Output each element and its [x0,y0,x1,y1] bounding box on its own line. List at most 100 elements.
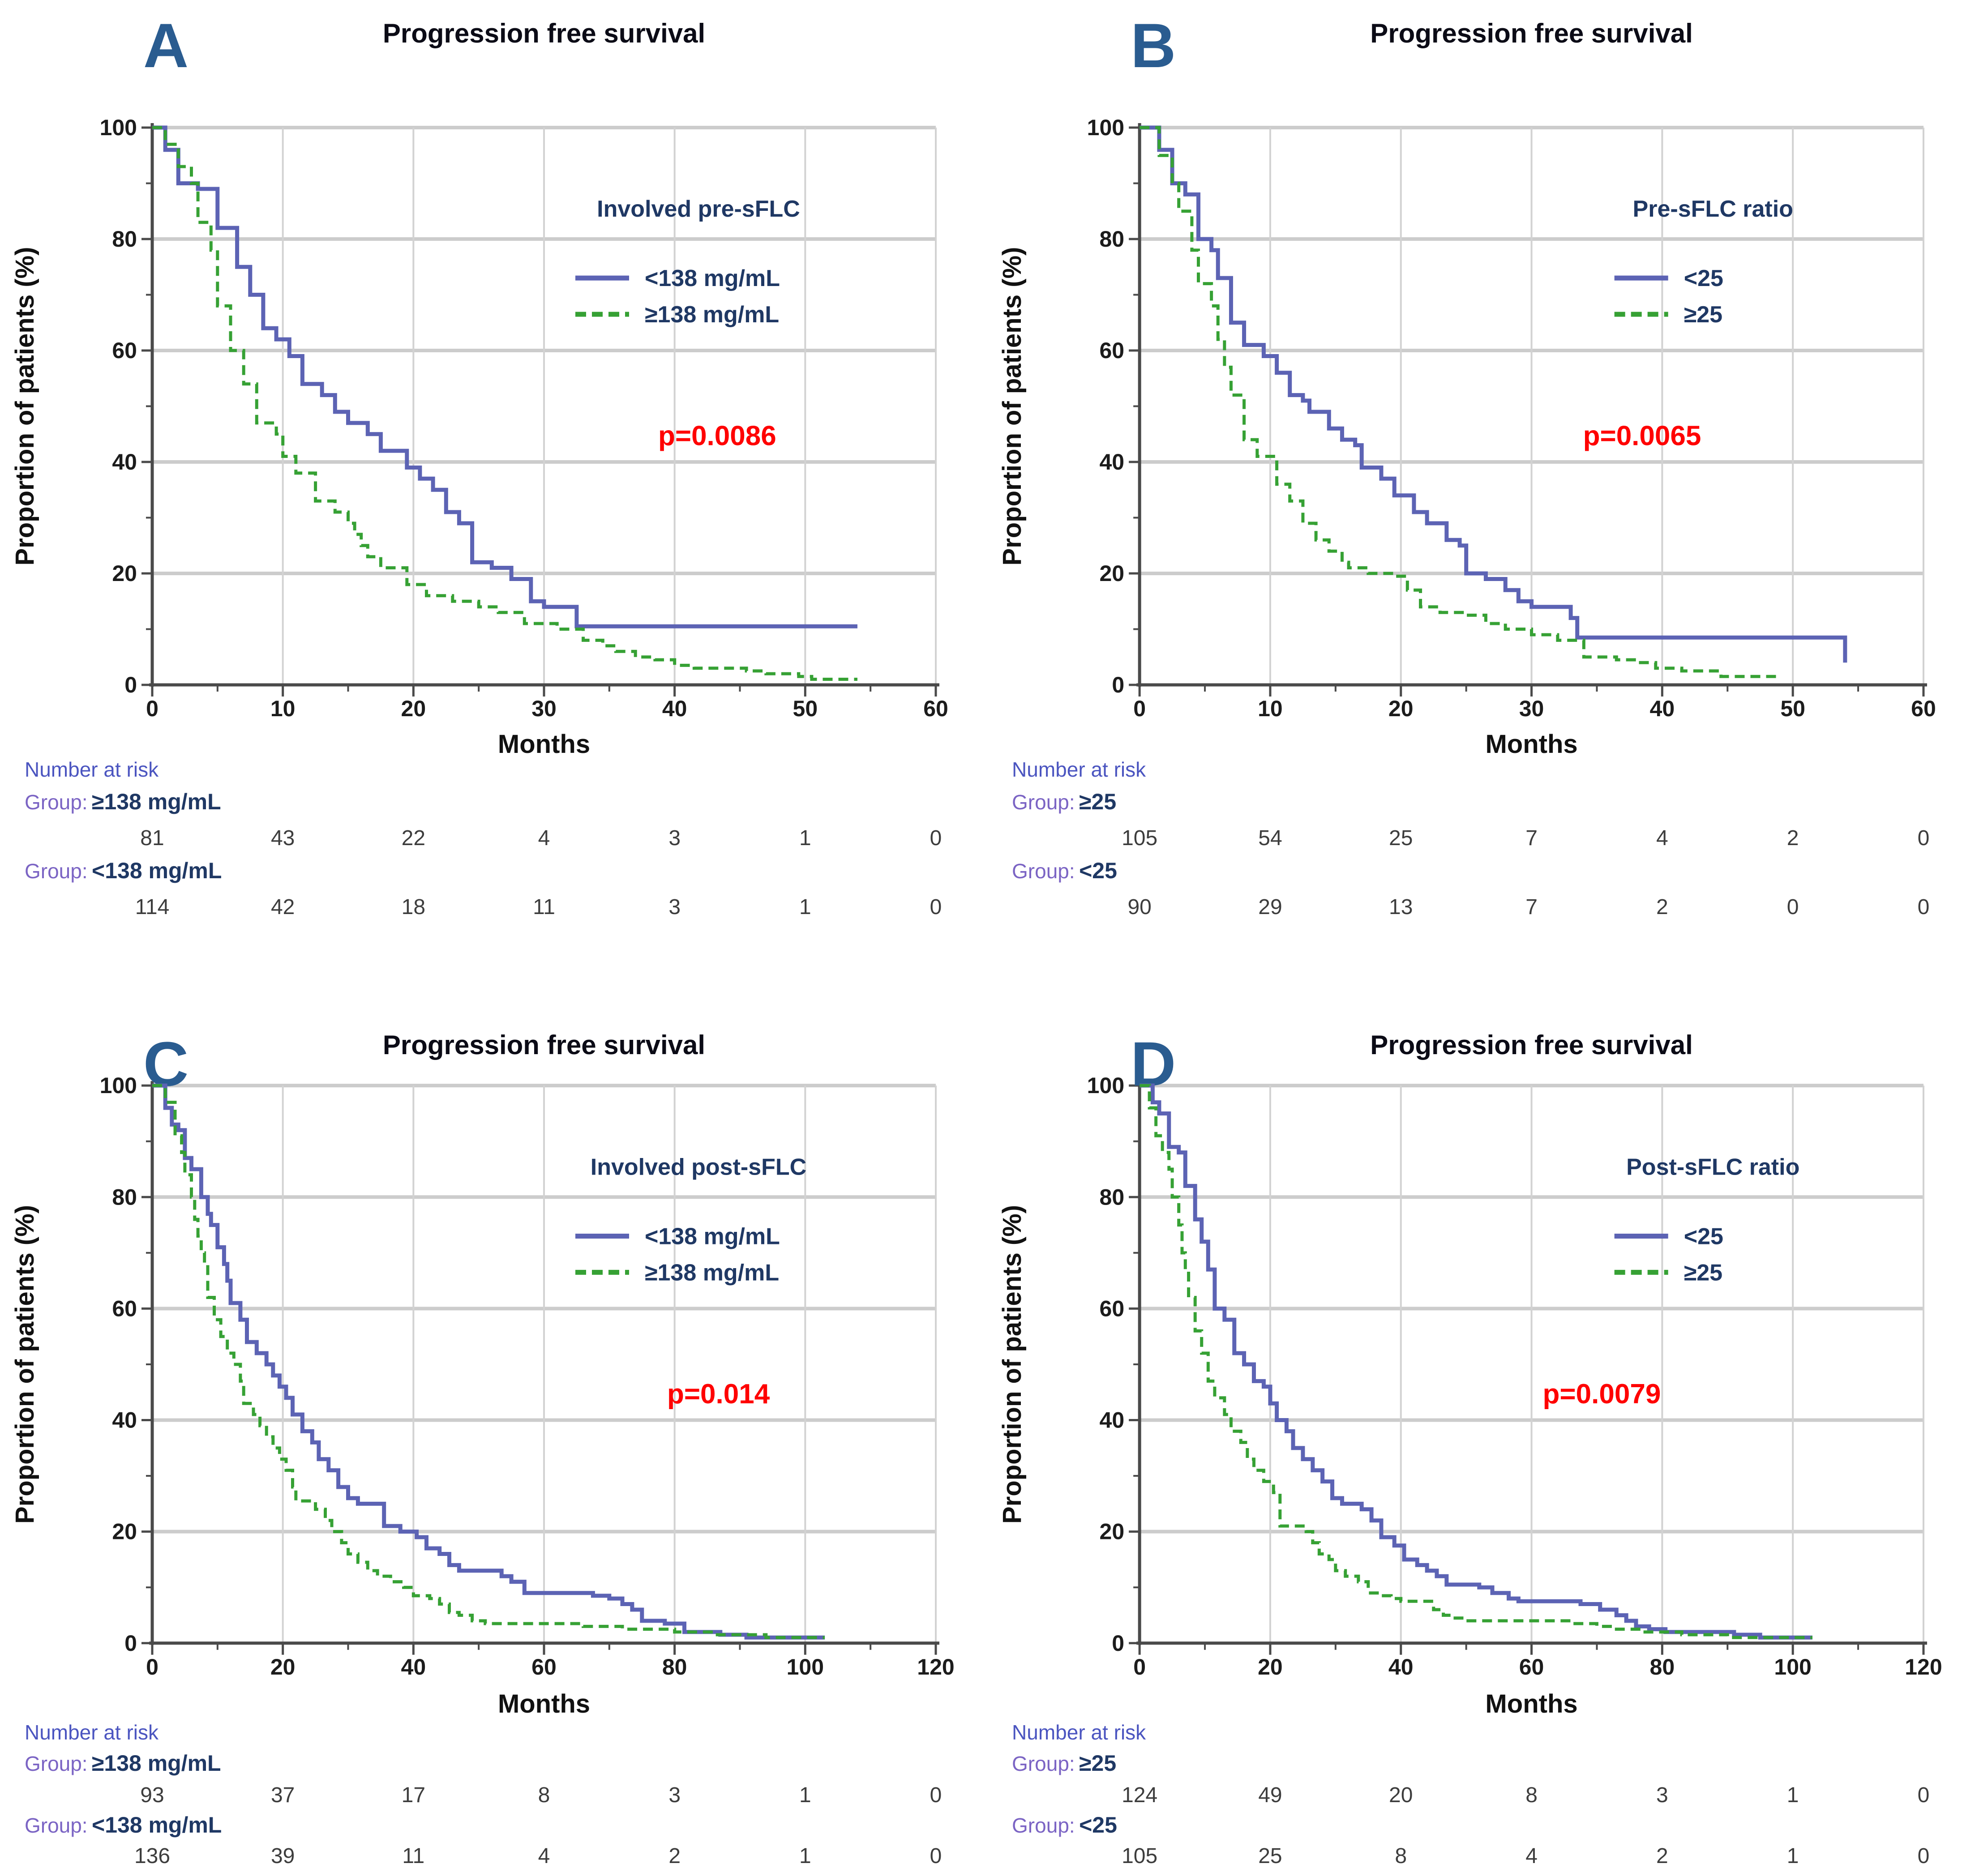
panel-A: 0 20 40 60 80 100 0 10 20 30 40 50 60 A Progression fr… [0,0,987,938]
y-tick-label: 20 [112,1519,137,1544]
chart-title: Progression free survival [1370,1030,1693,1060]
risk-table-header: Number at risk [25,1721,159,1744]
risk-count: 2 [668,1844,681,1868]
risk-count: 105 [1122,1844,1157,1868]
risk-count: 49 [1258,1783,1282,1807]
x-tick-label: 60 [923,696,948,721]
y-tick-label: 100 [1087,115,1124,140]
y-axis-title: Proportion of patients (%) [10,1205,39,1524]
risk-count: 0 [1918,826,1930,850]
x-tick-label: 120 [1905,1654,1942,1679]
p-value: p=0.0079 [1543,1379,1661,1410]
risk-count: 0 [1918,1844,1930,1868]
risk-count: 13 [1389,895,1413,919]
y-tick-label: 80 [1099,1184,1124,1209]
risk-count: 20 [1389,1783,1413,1807]
x-tick-label: 60 [1519,1654,1544,1679]
risk-count: 2 [1787,826,1799,850]
y-tick-label: 20 [1100,561,1125,586]
x-tick-label: 10 [270,696,296,721]
x-tick-label: 100 [1774,1654,1811,1679]
x-axis-title: Months [498,730,590,759]
legend-item-label: <25 [1684,265,1723,291]
risk-count: 37 [271,1783,295,1807]
risk-count: 11 [402,1844,424,1868]
risk-count: 2 [1656,1844,1668,1868]
risk-count: 4 [538,826,550,850]
risk-count: 1 [1787,1844,1799,1868]
risk-count: 0 [930,1844,942,1868]
y-tick-label: 40 [112,449,137,474]
y-tick-label: 80 [112,1184,137,1209]
legend-header: Post-sFLC ratio [1626,1154,1799,1180]
risk-count: 4 [1656,826,1668,850]
risk-count: 43 [271,826,295,850]
x-tick-label: 20 [1258,1654,1283,1679]
risk-group-value: <25 [1079,1812,1117,1838]
x-axis-title: Months [1485,1689,1577,1718]
panel-C: 0 20 40 60 80 100 0 20 40 60 80 100 120 C Progression … [0,938,987,1876]
risk-count: 3 [1656,1783,1668,1807]
risk-count: 0 [930,826,942,850]
y-tick-label: 20 [1099,1519,1124,1544]
y-tick-label: 100 [1087,1073,1124,1098]
y-tick-label: 40 [1100,449,1125,474]
risk-count: 29 [1258,895,1282,919]
legend-item-label: <138 mg/mL [645,265,780,291]
x-tick-label: 50 [1780,696,1805,721]
risk-group-value: <138 mg/mL [92,1812,222,1838]
chart-title: Progression free survival [383,1030,705,1060]
km-curve-green [152,126,857,681]
risk-count: 1 [1787,1783,1799,1807]
y-tick-label: 60 [1100,338,1125,363]
x-tick-label: 20 [401,696,426,721]
y-tick-label: 80 [1100,226,1125,252]
risk-count: 1 [799,826,811,850]
x-tick-label: 10 [1258,696,1283,721]
x-tick-label: 40 [1650,696,1675,721]
km-curve-blue [1140,125,1847,663]
x-axis-title: Months [498,1689,590,1718]
risk-count: 0 [1918,1783,1930,1807]
y-tick-label: 100 [100,1073,137,1098]
panel-D: 0 20 40 60 80 100 0 20 40 60 80 100 120 D Progression … [987,938,1975,1876]
y-tick-label: 40 [1099,1408,1124,1433]
x-axis-title: Months [1485,730,1577,759]
risk-count: 17 [402,1783,425,1807]
risk-group-value: <138 mg/mL [92,858,222,883]
risk-count: 0 [1787,895,1799,919]
legend-item-label: <25 [1684,1223,1723,1249]
risk-group-label: Group: [1012,859,1075,883]
risk-count: 136 [134,1844,170,1868]
risk-count: 42 [271,895,295,919]
risk-count: 0 [1918,895,1930,919]
x-tick-label: 0 [146,696,159,721]
y-axis-title: Proportion of patients (%) [998,1205,1027,1524]
y-tick-label: 0 [1112,1631,1124,1656]
risk-count: 0 [930,1783,942,1807]
x-tick-label: 40 [662,696,687,721]
risk-count: 105 [1122,826,1157,850]
panel-letter: B [1131,10,1176,81]
risk-count: 3 [668,1783,681,1807]
risk-group-label: Group: [1012,1814,1075,1837]
risk-table-header: Number at risk [1012,758,1146,781]
risk-count: 81 [140,826,164,850]
risk-group-label: Group: [1012,1752,1075,1775]
risk-group-value: ≥25 [1079,1751,1116,1776]
risk-count: 8 [1395,1844,1407,1868]
panel-B: 0 20 40 60 80 100 0 10 20 30 40 50 60 B Progression fr… [987,0,1975,938]
legend-header: Involved post-sFLC [591,1154,806,1180]
y-tick-label: 0 [124,1631,137,1656]
x-tick-label: 30 [1519,696,1544,721]
legend-item-label: ≥138 mg/mL [645,302,779,328]
risk-group-label: Group: [25,859,88,883]
risk-count: 1 [799,1783,811,1807]
risk-count: 124 [1122,1783,1157,1807]
y-tick-label: 80 [112,226,137,252]
risk-count: 4 [1525,1844,1538,1868]
y-tick-label: 20 [112,561,137,586]
y-tick-label: 40 [112,1408,137,1433]
legend-item-label: <138 mg/mL [645,1223,780,1249]
